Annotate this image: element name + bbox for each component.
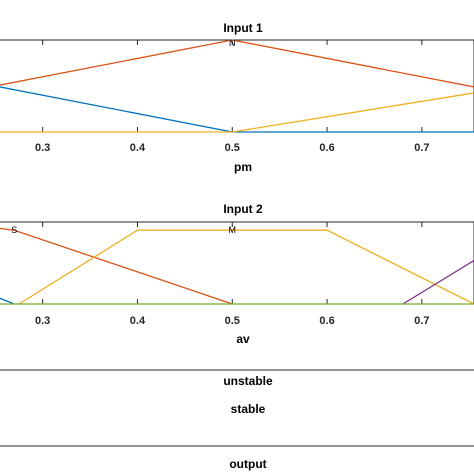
output-label-unstable: unstable [223, 374, 273, 388]
xtick-label: 0.6 [319, 142, 334, 154]
mf-series-line [0, 227, 233, 305]
input1-axes-box [0, 39, 474, 133]
input2-title: Input 2 [223, 202, 263, 216]
input1-title: Input 1 [223, 21, 263, 35]
xtick-label: 0.7 [414, 142, 429, 154]
input1-mf-labels: N [229, 38, 236, 48]
xtick-label: 0.4 [130, 142, 146, 154]
input2-axes-box [0, 221, 474, 305]
mf-series-line [0, 92, 474, 133]
mf-label: N [229, 38, 236, 48]
input1-panel: Input 1 0.3 0.4 0.5 0.6 0.7 N pm [0, 21, 474, 174]
xtick-label: 0.3 [35, 315, 50, 327]
mf-series-line [402, 259, 474, 305]
output-panel: unstable stable output [0, 369, 474, 471]
xtick-label: 0.4 [130, 315, 146, 327]
input2-xlabel: av [236, 332, 250, 346]
xtick-label: 0.3 [35, 142, 50, 154]
xtick-label: 0.5 [225, 315, 240, 327]
mf-series-line [0, 39, 474, 88]
input2-mf-lines [0, 227, 474, 305]
input1-xlabel: pm [234, 160, 252, 174]
xtick-label: 0.7 [414, 315, 429, 327]
xtick-label: 0.6 [319, 315, 334, 327]
mf-series-line [18, 229, 474, 305]
input2-xticks: 0.3 0.4 0.5 0.6 0.7 [35, 222, 430, 327]
mf-series-line [0, 297, 15, 305]
output-label-stable: stable [231, 402, 266, 416]
output-title: output [229, 457, 266, 471]
input1-xticks: 0.3 0.4 0.5 0.6 0.7 [35, 40, 430, 154]
input1-mf-lines [0, 39, 474, 133]
mf-label: M [229, 225, 237, 235]
mf-label: S [11, 225, 17, 235]
xtick-label: 0.5 [225, 142, 240, 154]
